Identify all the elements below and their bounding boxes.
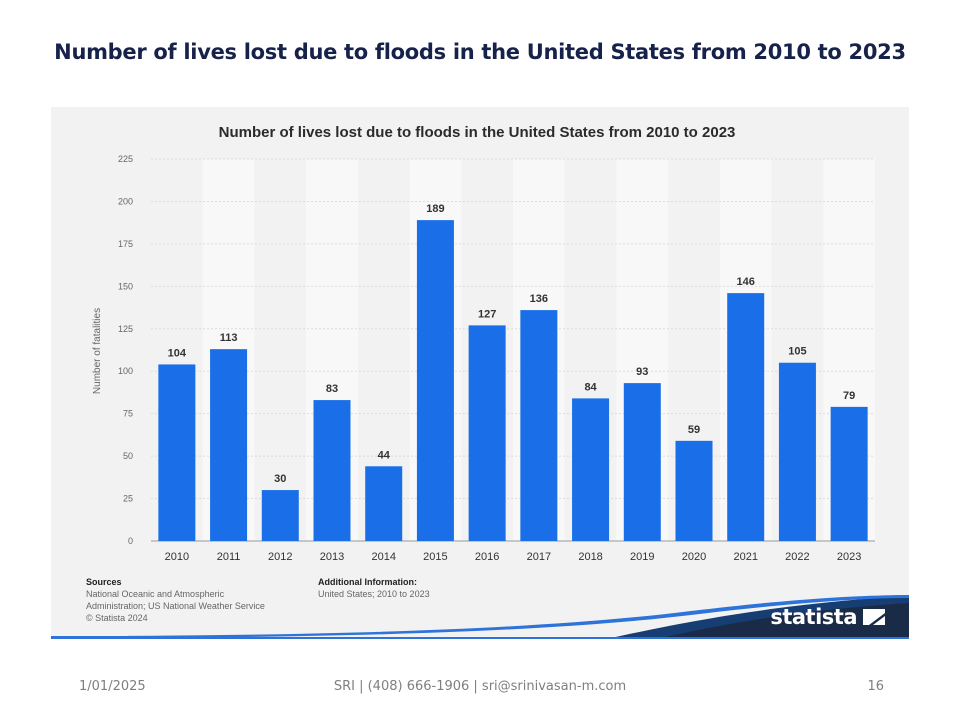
y-tick-label: 200 (118, 196, 133, 206)
bar-value-label: 30 (274, 473, 286, 485)
bar (623, 383, 661, 541)
bar-value-label: 84 (584, 381, 597, 393)
bar-value-label: 146 (737, 276, 755, 288)
bar-chart: 104 113 30 83 44 189 127 136 84 93 59 146 105 79 2010… (51, 124, 909, 638)
x-tick-label: 2017 (527, 551, 551, 563)
sources-heading: Sources (86, 577, 122, 587)
y-tick-label: 150 (118, 281, 133, 291)
bar-value-label: 104 (168, 347, 187, 359)
bar-value-label: 93 (636, 366, 648, 378)
x-tick-label: 2019 (630, 551, 654, 563)
bar (468, 325, 506, 541)
bar-value-label: 83 (326, 383, 338, 395)
bar-value-label: 113 (220, 332, 238, 344)
wave-dark-shape (661, 603, 909, 638)
x-tick-label: 2020 (682, 551, 706, 563)
x-tick-label: 2010 (165, 551, 189, 563)
footer-date: 1/01/2025 (79, 679, 146, 694)
x-tick-label: 2013 (320, 551, 344, 563)
x-tick-label: 2016 (475, 551, 499, 563)
footer-page-number: 16 (867, 679, 884, 694)
statista-mark-icon (863, 609, 885, 625)
bar-value-label: 44 (378, 449, 391, 461)
bar (675, 440, 713, 541)
y-tick-label: 175 (118, 239, 133, 249)
sources-block: Sources National Oceanic and Atmospheric… (86, 576, 265, 624)
chart-panel: 104 113 30 83 44 189 127 136 84 93 59 146 105 79 2010… (51, 107, 909, 638)
sources-line: Administration; US National Weather Serv… (86, 601, 265, 611)
bar-value-label: 127 (478, 308, 496, 320)
additional-info-block: Additional Information: United States; 2… (318, 576, 430, 600)
y-tick-label: 50 (123, 451, 133, 461)
bar (830, 406, 868, 541)
statista-logo: statista (770, 605, 885, 629)
bar (210, 349, 248, 541)
statista-logo-text: statista (770, 605, 857, 629)
x-tick-label: 2022 (785, 551, 809, 563)
y-tick-label: 0 (128, 536, 133, 546)
bar (313, 400, 351, 541)
footer-contact: SRI | (408) 666-1906 | sri@srinivasan-m.… (333, 679, 627, 694)
x-tick-label: 2021 (733, 551, 757, 563)
sources-line: National Oceanic and Atmospheric (86, 589, 225, 599)
bar (727, 293, 765, 541)
y-tick-label: 125 (118, 324, 133, 334)
copyright-line: © Statista 2024 (86, 613, 148, 623)
bar (416, 220, 454, 541)
bar-value-label: 189 (426, 203, 444, 215)
bar (572, 398, 610, 541)
bar-value-label: 59 (688, 424, 700, 436)
x-tick-label: 2012 (268, 551, 292, 563)
bottom-rule (51, 637, 909, 639)
bar (520, 310, 558, 541)
y-tick-label: 25 (123, 494, 133, 504)
bar-value-label: 136 (530, 293, 548, 305)
additional-info-text: United States; 2010 to 2023 (318, 589, 430, 599)
x-tick-label: 2023 (837, 551, 861, 563)
y-tick-label: 225 (118, 154, 133, 164)
x-tick-label: 2011 (217, 551, 241, 563)
wave-blue-stroke (51, 595, 909, 638)
bar (261, 490, 299, 541)
x-tick-label: 2014 (371, 551, 395, 563)
bar-value-label: 79 (843, 390, 855, 402)
y-axis-label: Number of fatalities (92, 308, 103, 394)
slide-title: Number of lives lost due to floods in th… (54, 40, 906, 64)
y-tick-label: 75 (123, 409, 133, 419)
bar (778, 362, 816, 541)
bar (158, 364, 196, 541)
bar (365, 466, 403, 541)
bar-value-label: 105 (788, 346, 806, 358)
y-tick-label: 100 (118, 366, 133, 376)
x-tick-label: 2015 (423, 551, 447, 563)
additional-info-heading: Additional Information: (318, 577, 417, 587)
chart-title: Number of lives lost due to floods in th… (219, 124, 736, 141)
x-tick-label: 2018 (578, 551, 602, 563)
